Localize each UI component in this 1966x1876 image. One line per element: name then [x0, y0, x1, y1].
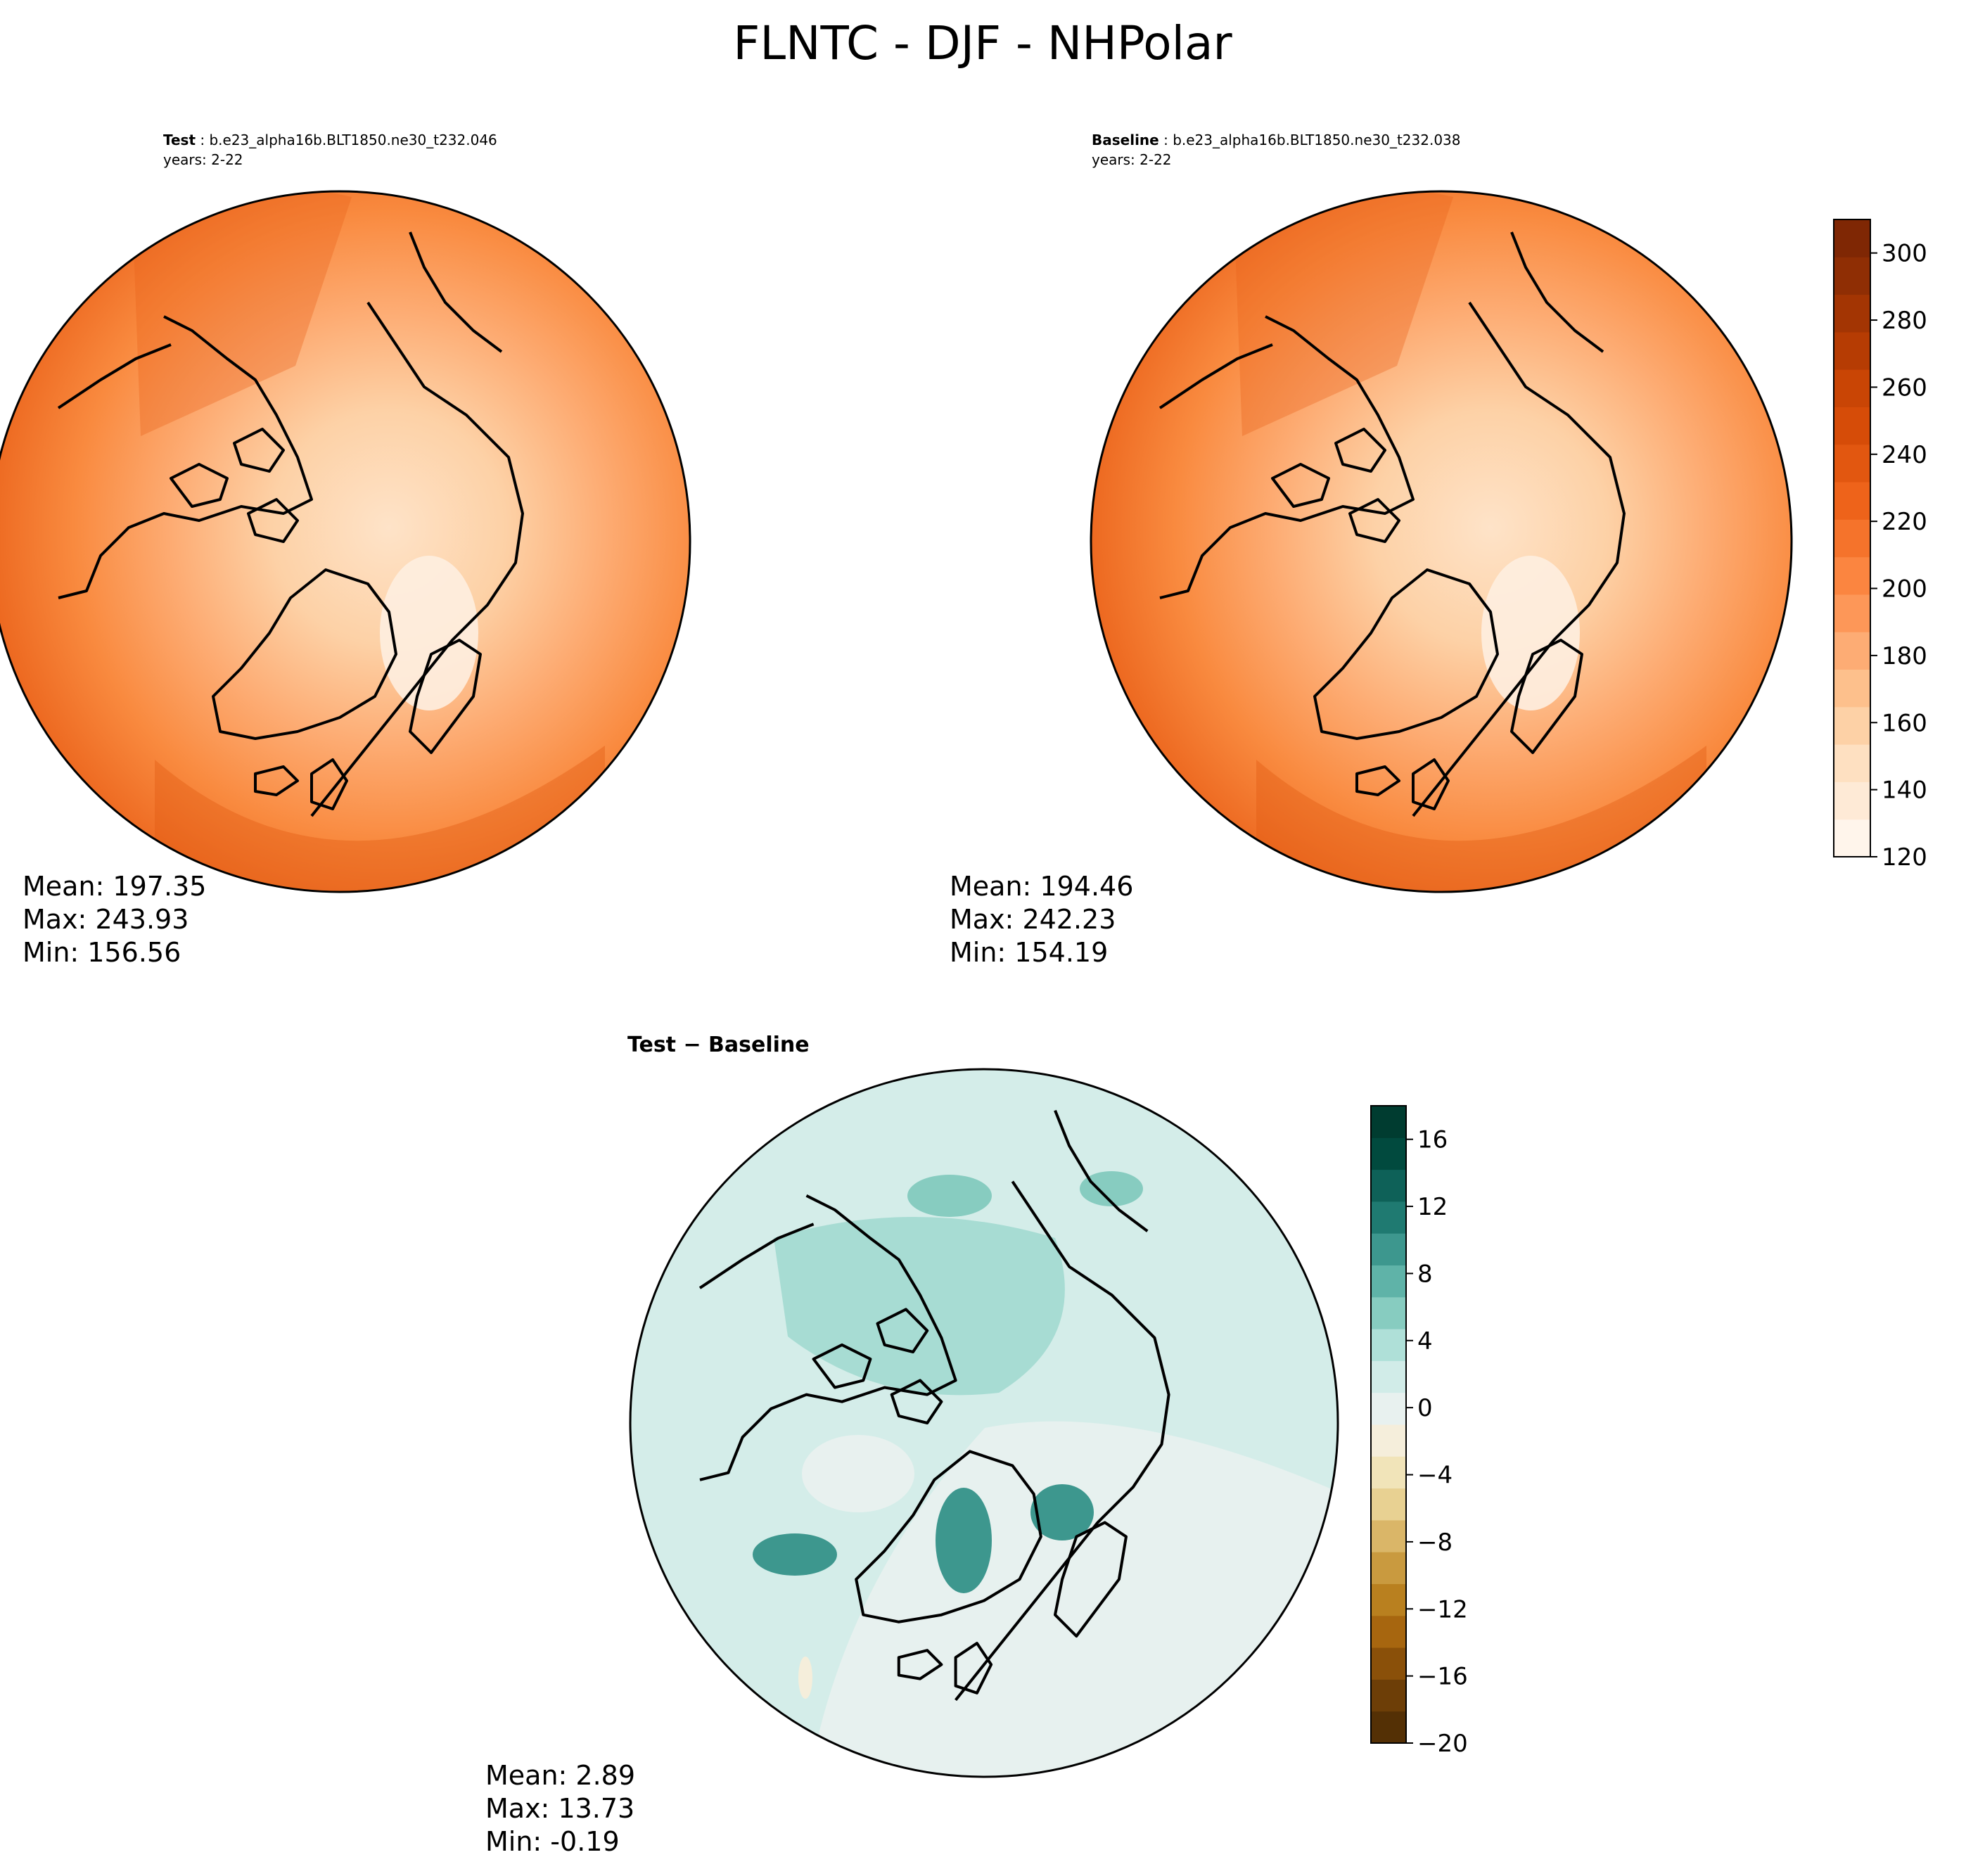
main-colorbar-swatch [1834, 744, 1870, 782]
baseline-map-boundary [1090, 190, 1793, 893]
difference-colorbar-swatch [1371, 1360, 1406, 1393]
difference-colorbar-tick-label: 16 [1417, 1126, 1448, 1154]
main-colorbar-border [1833, 219, 1871, 857]
main-colorbar-swatch [1834, 219, 1870, 257]
difference-colorbar-tick-label: 0 [1417, 1394, 1433, 1422]
main-colorbar-tick-label: 300 [1882, 240, 1927, 268]
difference-colorbar-tick-label: −8 [1417, 1529, 1453, 1557]
difference-colorbar-swatch [1371, 1583, 1406, 1616]
baseline-case-name: b.e23_alpha16b.BLT1850.ne30_t232.038 [1173, 132, 1460, 148]
difference-title: Test − Baseline [627, 1033, 810, 1057]
baseline-map [1091, 191, 1792, 892]
difference-colorbar-swatch [1371, 1233, 1406, 1265]
difference-colorbar-tick-label: 8 [1417, 1260, 1433, 1288]
difference-colorbar-swatch [1371, 1679, 1406, 1712]
difference-mean: Mean: 2.89 [485, 1760, 635, 1791]
baseline-max: Max: 242.23 [950, 904, 1116, 935]
main-colorbar-swatch [1834, 519, 1870, 558]
main-colorbar-swatch [1834, 706, 1870, 745]
main-colorbar-swatch [1834, 632, 1870, 670]
test-min: Min: 156.56 [23, 937, 181, 968]
main-colorbar-tick-label: 240 [1882, 441, 1927, 469]
difference-colorbar-swatch [1371, 1296, 1406, 1329]
test-years: years: 2-22 [163, 151, 243, 168]
test-mean: Mean: 197.35 [23, 871, 206, 902]
test-panel: Test : b.e23_alpha16b.BLT1850.ne30_t232.… [0, 132, 691, 968]
main-colorbar: 120 140 160 180 200 220 240 260 280 300 [1833, 219, 1927, 872]
baseline-min: Min: 154.19 [950, 937, 1108, 968]
difference-colorbar-border [1370, 1105, 1407, 1744]
difference-colorbar: 16 12 8 4 0 −4 −8 −12 −16 −20 [1370, 1105, 1468, 1758]
baseline-label: Baseline [1092, 132, 1159, 148]
difference-colorbar-swatch [1371, 1488, 1406, 1521]
baseline-case-label: Baseline : b.e23_alpha16b.BLT1850.ne30_t… [1092, 132, 1461, 148]
main-colorbar-swatch [1834, 294, 1870, 333]
main-colorbar-swatch [1834, 669, 1870, 708]
main-colorbar-swatch [1834, 257, 1870, 295]
difference-colorbar-tick-label: 12 [1417, 1193, 1448, 1221]
baseline-years: years: 2-22 [1092, 151, 1172, 168]
test-label: Test [163, 132, 196, 148]
main-colorbar-swatch [1834, 331, 1870, 370]
difference-colorbar-tick-label: −12 [1417, 1595, 1468, 1623]
baseline-mean: Mean: 194.46 [950, 871, 1133, 902]
difference-colorbar-swatch [1371, 1201, 1406, 1234]
baseline-panel: Baseline : b.e23_alpha16b.BLT1850.ne30_t… [950, 132, 1793, 968]
main-colorbar-tick-label: 180 [1882, 642, 1927, 670]
main-colorbar-swatch [1834, 482, 1870, 520]
difference-colorbar-swatch [1371, 1392, 1406, 1425]
main-colorbar-swatch [1834, 819, 1870, 857]
main-colorbar-tick-label: 280 [1882, 307, 1927, 335]
difference-map-boundary [629, 1068, 1339, 1778]
main-colorbar-swatch [1834, 444, 1870, 483]
main-colorbar-tick-label: 260 [1882, 374, 1927, 402]
difference-colorbar-tick-label: −16 [1417, 1663, 1468, 1691]
difference-colorbar-swatch [1371, 1424, 1406, 1457]
main-colorbar-tick-label: 220 [1882, 508, 1927, 536]
difference-colorbar-swatch [1371, 1615, 1406, 1648]
test-max: Max: 243.93 [23, 904, 189, 935]
difference-colorbar-tick-label: −20 [1417, 1730, 1468, 1758]
difference-colorbar-swatch [1371, 1647, 1406, 1680]
test-map-boundary [0, 190, 691, 893]
main-colorbar-tick-label: 200 [1882, 575, 1927, 604]
main-colorbar-tick-label: 120 [1882, 843, 1927, 872]
main-colorbar-swatch [1834, 594, 1870, 632]
difference-min: Min: -0.19 [485, 1826, 620, 1857]
difference-colorbar-swatch [1371, 1329, 1406, 1361]
difference-colorbar-tick-label: 4 [1417, 1327, 1433, 1355]
difference-panel: Test − Baseline Mean: 2.89 Max: 13.73 Mi… [485, 1033, 1339, 1857]
difference-colorbar-swatch [1371, 1169, 1406, 1202]
difference-max: Max: 13.73 [485, 1793, 634, 1824]
difference-colorbar-swatch [1371, 1552, 1406, 1584]
difference-colorbar-swatch [1371, 1265, 1406, 1298]
test-case-name: b.e23_alpha16b.BLT1850.ne30_t232.046 [209, 132, 497, 148]
main-colorbar-swatch [1834, 407, 1870, 445]
figure-title: FLNTC - DJF - NHPolar [733, 16, 1232, 70]
difference-colorbar-swatch [1371, 1711, 1406, 1744]
difference-colorbar-swatch [1371, 1106, 1406, 1138]
difference-colorbar-swatch [1371, 1519, 1406, 1552]
main-colorbar-swatch [1834, 369, 1870, 407]
difference-colorbar-tick-label: −4 [1417, 1462, 1453, 1490]
difference-colorbar-swatch [1371, 1456, 1406, 1489]
test-case-label: Test : b.e23_alpha16b.BLT1850.ne30_t232.… [163, 132, 497, 148]
main-colorbar-swatch [1834, 781, 1870, 820]
test-map [0, 191, 690, 892]
difference-colorbar-swatch [1371, 1137, 1406, 1170]
main-colorbar-tick-label: 140 [1882, 777, 1927, 805]
main-colorbar-swatch [1834, 556, 1870, 595]
main-colorbar-tick-label: 160 [1882, 709, 1927, 737]
difference-map [630, 1069, 1338, 1777]
